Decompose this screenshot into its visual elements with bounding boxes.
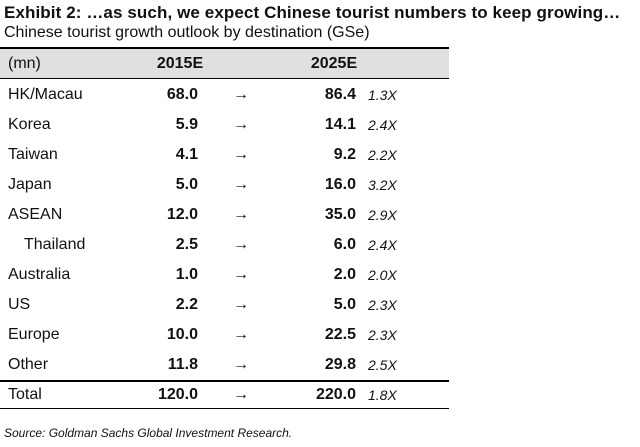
- row-arrow: →: [233, 116, 249, 133]
- table-row: Europe 10.0 → 22.5 2.3X: [0, 320, 449, 350]
- row-2015-value: 11.8: [167, 356, 198, 373]
- row-destination: Other: [8, 356, 49, 373]
- row-destination: Thailand: [24, 236, 86, 253]
- row-2025-value: 29.8: [324, 356, 356, 373]
- row-arrow: →: [233, 236, 249, 253]
- row-2015-value: 10.0: [166, 326, 198, 343]
- total-label: Total: [8, 386, 42, 403]
- row-arrow: →: [233, 146, 249, 163]
- total-rule: [0, 380, 449, 382]
- row-2025-value: 22.5: [324, 326, 356, 343]
- table-body: HK/Macau 68.0 → 86.4 1.3X Korea 5.9 → 14.1 2.4X Ta…: [0, 80, 449, 380]
- row-destination: US: [8, 296, 31, 313]
- row-2015-value: 2.5: [175, 236, 198, 253]
- row-2025-value: 14.1: [324, 116, 356, 133]
- table-row: Taiwan 4.1 → 9.2 2.2X: [0, 140, 449, 170]
- header-2025e: 2025E: [310, 55, 358, 72]
- table-row: ASEAN 12.0 → 35.0 2.9X: [0, 200, 449, 230]
- row-multiple: 2.2X: [368, 147, 397, 163]
- table-row: Thailand 2.5 → 6.0 2.4X: [0, 230, 449, 260]
- top-rule: [0, 47, 449, 49]
- header-rule: [0, 78, 449, 79]
- row-2015-value: 68.0: [166, 86, 198, 103]
- row-2025-value: 9.2: [333, 146, 356, 163]
- row-destination: Taiwan: [8, 146, 58, 163]
- header-unit: (mn): [8, 55, 41, 72]
- row-arrow: →: [233, 86, 249, 103]
- row-multiple: 2.3X: [368, 297, 397, 313]
- total-2015-value: 120.0: [157, 386, 198, 403]
- row-destination: HK/Macau: [8, 86, 83, 103]
- source-note: Source: Goldman Sachs Global Investment …: [4, 426, 293, 440]
- row-destination: Australia: [8, 266, 71, 283]
- row-arrow: →: [233, 206, 249, 223]
- row-multiple: 2.4X: [368, 237, 397, 253]
- bottom-rule: [0, 408, 449, 409]
- row-2025-value: 2.0: [333, 266, 356, 283]
- row-2025-value: 16.0: [324, 176, 356, 193]
- row-2015-value: 5.9: [175, 116, 198, 133]
- row-2015-value: 4.1: [175, 146, 198, 163]
- header-2015e: 2015E: [156, 55, 204, 72]
- table-row: Other 11.8 → 29.8 2.5X: [0, 350, 449, 380]
- table-row: Korea 5.9 → 14.1 2.4X: [0, 110, 449, 140]
- row-2025-value: 35.0: [324, 206, 356, 223]
- row-destination: Korea: [8, 116, 51, 133]
- row-arrow: →: [233, 266, 249, 283]
- total-2025-value: 220.0: [315, 386, 356, 403]
- exhibit-subtitle: Chinese tourist growth outlook by destin…: [4, 24, 370, 41]
- row-2015-value: 1.0: [175, 266, 198, 283]
- row-2025-value: 86.4: [324, 86, 356, 103]
- table-row: US 2.2 → 5.0 2.3X: [0, 290, 449, 320]
- row-multiple: 2.0X: [368, 267, 397, 283]
- row-arrow: →: [233, 296, 249, 313]
- exhibit-title: Exhibit 2: …as such, we expect Chinese t…: [4, 3, 621, 22]
- row-multiple: 2.9X: [368, 207, 397, 223]
- row-multiple: 1.3X: [368, 87, 397, 103]
- table-row: Australia 1.0 → 2.0 2.0X: [0, 260, 449, 290]
- row-multiple: 3.2X: [368, 177, 397, 193]
- row-2015-value: 2.2: [175, 296, 198, 313]
- row-2015-value: 12.0: [166, 206, 198, 223]
- row-arrow: →: [233, 176, 249, 193]
- row-destination: Japan: [8, 176, 52, 193]
- table-header-row: (mn) 2015E 2025E: [0, 49, 449, 78]
- row-2015-value: 5.0: [175, 176, 198, 193]
- row-multiple: 2.4X: [368, 117, 397, 133]
- row-arrow: →: [233, 356, 249, 373]
- table-total-row: Total 120.0 → 220.0 1.8X: [0, 382, 449, 408]
- table-row: Japan 5.0 → 16.0 3.2X: [0, 170, 449, 200]
- total-multiple: 1.8X: [368, 387, 397, 403]
- row-arrow: →: [233, 326, 249, 343]
- row-destination: ASEAN: [8, 206, 63, 223]
- table-row: HK/Macau 68.0 → 86.4 1.3X: [0, 80, 449, 110]
- row-2025-value: 6.0: [333, 236, 356, 253]
- row-multiple: 2.3X: [368, 327, 397, 343]
- row-2025-value: 5.0: [333, 296, 356, 313]
- row-multiple: 2.5X: [368, 357, 397, 373]
- tourist-table: (mn) 2015E 2025E: [0, 49, 449, 78]
- row-destination: Europe: [8, 326, 60, 343]
- total-arrow: →: [233, 386, 249, 403]
